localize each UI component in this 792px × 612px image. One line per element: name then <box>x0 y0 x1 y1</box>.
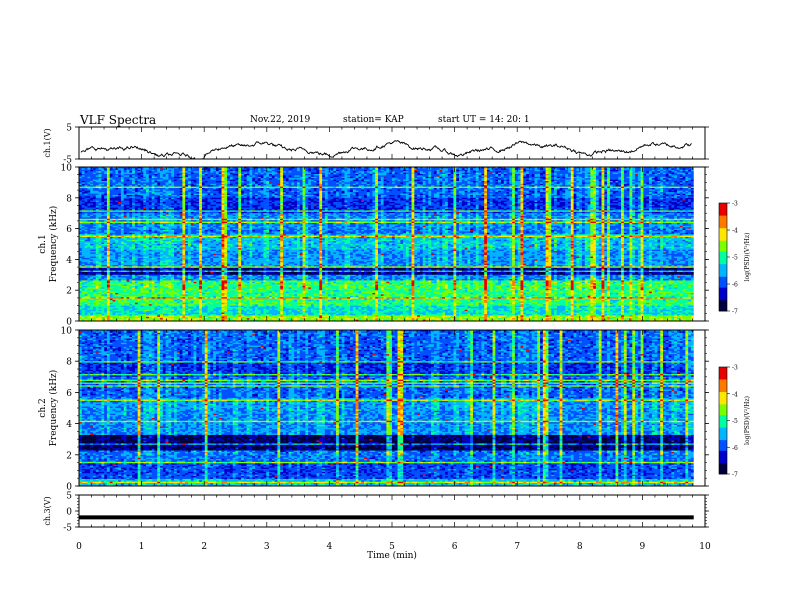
y-tick-label: 5 <box>66 492 72 502</box>
y-tick-label: 2 <box>66 451 72 461</box>
ch1-spectro-channel-label: ch.1 <box>38 234 48 253</box>
y-tick-label: 2 <box>66 287 72 297</box>
x-tick-label: 7 <box>514 542 520 552</box>
ch1-frequency-label: Frequency (kHz) <box>48 206 59 283</box>
y-tick-label: 10 <box>61 164 73 174</box>
y-tick-label: 8 <box>66 358 72 368</box>
colorbar-tick-label: -6 <box>732 282 738 289</box>
x-tick-label: 6 <box>452 542 458 552</box>
y-tick-label: -5 <box>63 524 72 534</box>
colorbar-2: -3 -4 -5 -6 -7 log(PSD)(V²/Hz) <box>718 365 751 479</box>
spectrogram-1 <box>79 167 695 322</box>
x-axis-label: Time (min) <box>367 550 417 561</box>
y-tick-label: 4 <box>66 256 72 266</box>
colorbar-tick-label: -7 <box>732 309 738 316</box>
no-data-region-1 <box>693 167 705 321</box>
x-tick-label: 1 <box>139 542 145 552</box>
y-axis-4: 5 0 -5 <box>63 492 709 534</box>
y-axis-1: 5 -5 <box>63 124 709 166</box>
x-tick-label: 2 <box>201 542 207 552</box>
x-tick-label: 5 <box>389 542 395 552</box>
colorbar-label: log(PSD)(V²/Hz) <box>744 396 751 445</box>
colorbar-tick-label: -4 <box>732 391 738 398</box>
colorbar-1: -3 -4 -5 -6 -7 log(PSD)(V²/Hz) <box>718 201 751 316</box>
colorbar-tick-label: -3 <box>732 201 738 208</box>
ch3-ylabel: ch.3(V) <box>43 496 52 525</box>
y-axis-3: 0 2 4 6 8 10 <box>61 327 709 493</box>
y-tick-label: 5 <box>66 124 72 134</box>
spectrogram-2 <box>79 330 695 487</box>
y-tick-label: 8 <box>66 194 72 204</box>
ch1-ylabel: ch.1(V) <box>43 128 52 157</box>
date-label: Nov.22, 2019 <box>250 115 310 125</box>
colorbar-tick-label: -6 <box>732 445 738 452</box>
y-tick-label: 10 <box>61 327 73 337</box>
ch1-voltage-line <box>80 139 692 160</box>
y-tick-label: -5 <box>63 156 72 166</box>
ch1-trace-group <box>80 139 692 160</box>
station-label: station= KAP <box>343 115 404 125</box>
y-axis-2: 0 2 4 6 8 10 <box>61 164 709 328</box>
no-data-region-2 <box>693 330 705 486</box>
start-time-label: start UT = 14: 20: 1 <box>438 115 530 125</box>
y-tick-label: 4 <box>66 420 72 430</box>
y-tick-label: 6 <box>66 225 72 235</box>
x-tick-label: 3 <box>264 542 270 552</box>
ch2-frequency-label: Frequency (kHz) <box>48 370 59 447</box>
colorbar-label: log(PSD)(V²/Hz) <box>744 233 751 282</box>
colorbar-tick-label: -7 <box>732 472 738 479</box>
y-tick-label: 0 <box>66 508 72 518</box>
colorbar-tick-label: -3 <box>732 365 738 372</box>
colorbar-tick-label: -5 <box>732 255 738 262</box>
y-tick-label: 0 <box>66 483 72 493</box>
x-tick-label: 8 <box>577 542 583 552</box>
x-tick-label: 10 <box>699 542 711 552</box>
y-tick-label: 0 <box>66 318 72 328</box>
figure-title: VLF Spectra <box>80 113 156 127</box>
x-tick-label: 0 <box>76 542 82 552</box>
x-tick-label: 9 <box>640 542 646 552</box>
x-tick-label: 4 <box>327 542 333 552</box>
y-tick-label: 6 <box>66 389 72 399</box>
ch2-spectro-channel-label: ch.2 <box>38 398 48 417</box>
colorbar-tick-label: -5 <box>732 418 738 425</box>
colorbar-tick-label: -4 <box>732 228 738 235</box>
